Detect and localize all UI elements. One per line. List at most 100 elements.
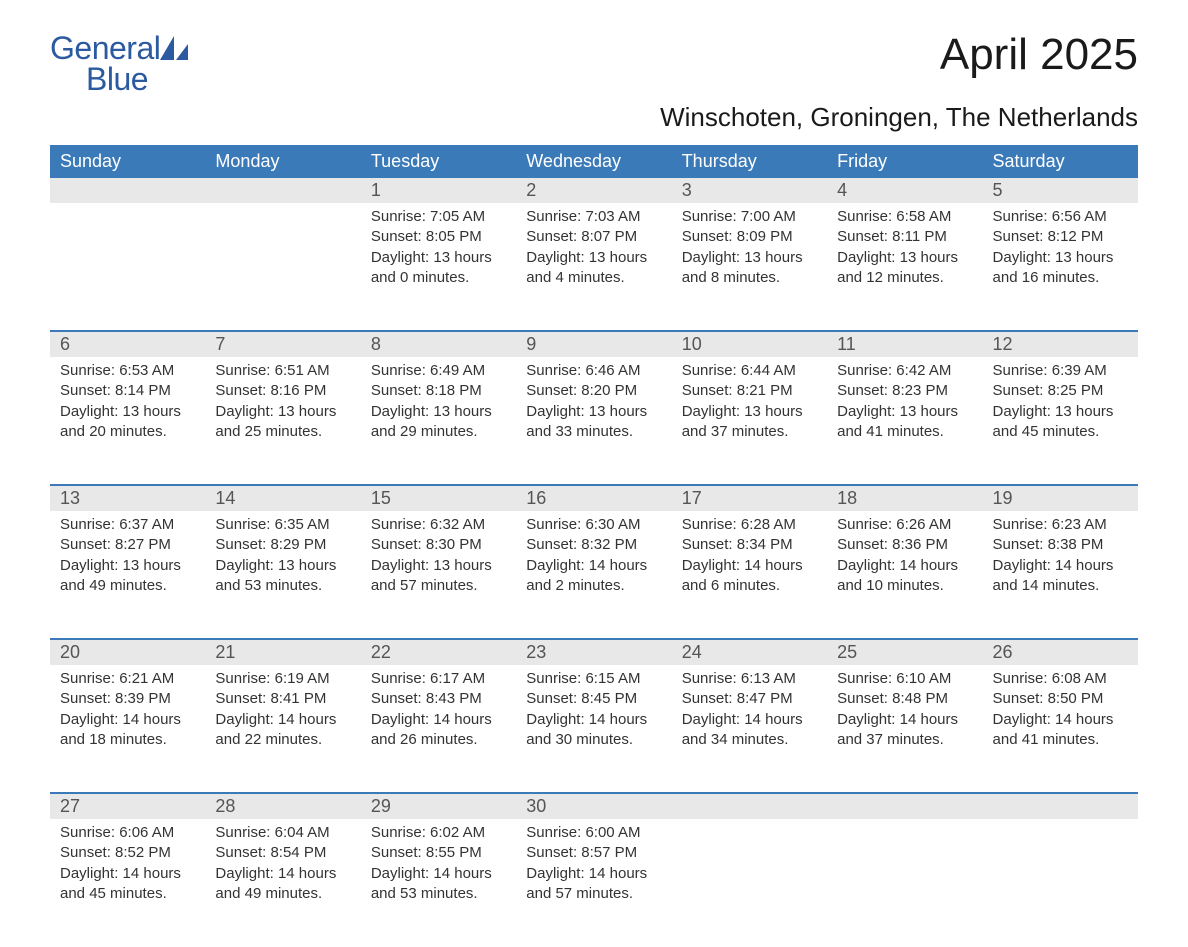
- sunset-line: Sunset: 8:55 PM: [371, 843, 506, 863]
- sunrise-line: Sunrise: 6:19 AM: [215, 669, 350, 689]
- day-cell: Sunrise: 6:26 AMSunset: 8:36 PMDaylight:…: [827, 511, 982, 639]
- sunset-line: Sunset: 8:11 PM: [837, 227, 972, 247]
- day-number-cell: 10: [672, 331, 827, 357]
- day-number: [50, 178, 205, 203]
- day-header: Tuesday: [361, 145, 516, 178]
- day-header: Thursday: [672, 145, 827, 178]
- day-number: 20: [50, 640, 205, 665]
- day-number: 12: [983, 332, 1138, 357]
- day-number: 25: [827, 640, 982, 665]
- sunrise-line: Sunrise: 6:51 AM: [215, 361, 350, 381]
- day-data: Sunrise: 6:23 AMSunset: 8:38 PMDaylight:…: [983, 511, 1138, 610]
- day-data: Sunrise: 6:32 AMSunset: 8:30 PMDaylight:…: [361, 511, 516, 610]
- daylight-line: Daylight: 13 hours and 0 minutes.: [371, 248, 506, 289]
- day-number-cell: 11: [827, 331, 982, 357]
- sunset-line: Sunset: 8:43 PM: [371, 689, 506, 709]
- sunset-line: Sunset: 8:18 PM: [371, 381, 506, 401]
- daylight-line: Daylight: 14 hours and 34 minutes.: [682, 710, 817, 751]
- sunrise-line: Sunrise: 6:30 AM: [526, 515, 661, 535]
- sunset-line: Sunset: 8:39 PM: [60, 689, 195, 709]
- day-number-cell: 14: [205, 485, 360, 511]
- week-data-row: Sunrise: 6:06 AMSunset: 8:52 PMDaylight:…: [50, 819, 1138, 947]
- sunset-line: Sunset: 8:45 PM: [526, 689, 661, 709]
- daylight-line: Daylight: 14 hours and 45 minutes.: [60, 864, 195, 905]
- day-number-cell: 13: [50, 485, 205, 511]
- sunset-line: Sunset: 8:57 PM: [526, 843, 661, 863]
- day-number: 11: [827, 332, 982, 357]
- day-header: Monday: [205, 145, 360, 178]
- day-number-cell: 17: [672, 485, 827, 511]
- day-cell: Sunrise: 6:10 AMSunset: 8:48 PMDaylight:…: [827, 665, 982, 793]
- sunset-line: Sunset: 8:48 PM: [837, 689, 972, 709]
- day-number-cell: 19: [983, 485, 1138, 511]
- daylight-line: Daylight: 14 hours and 26 minutes.: [371, 710, 506, 751]
- location-subtitle: Winschoten, Groningen, The Netherlands: [50, 102, 1138, 133]
- day-number-cell: [50, 178, 205, 203]
- sunrise-line: Sunrise: 6:53 AM: [60, 361, 195, 381]
- day-header: Sunday: [50, 145, 205, 178]
- day-number: 6: [50, 332, 205, 357]
- sunrise-line: Sunrise: 6:58 AM: [837, 207, 972, 227]
- day-data: Sunrise: 6:06 AMSunset: 8:52 PMDaylight:…: [50, 819, 205, 918]
- sunset-line: Sunset: 8:52 PM: [60, 843, 195, 863]
- day-cell: Sunrise: 6:37 AMSunset: 8:27 PMDaylight:…: [50, 511, 205, 639]
- day-cell: Sunrise: 6:42 AMSunset: 8:23 PMDaylight:…: [827, 357, 982, 485]
- day-cell: Sunrise: 6:02 AMSunset: 8:55 PMDaylight:…: [361, 819, 516, 947]
- day-cell: [983, 819, 1138, 947]
- day-header-row: SundayMondayTuesdayWednesdayThursdayFrid…: [50, 145, 1138, 178]
- day-number: 18: [827, 486, 982, 511]
- day-data: Sunrise: 6:49 AMSunset: 8:18 PMDaylight:…: [361, 357, 516, 456]
- daylight-line: Daylight: 13 hours and 4 minutes.: [526, 248, 661, 289]
- sunset-line: Sunset: 8:29 PM: [215, 535, 350, 555]
- day-header: Saturday: [983, 145, 1138, 178]
- sunset-line: Sunset: 8:05 PM: [371, 227, 506, 247]
- day-data: Sunrise: 6:13 AMSunset: 8:47 PMDaylight:…: [672, 665, 827, 764]
- day-number: 21: [205, 640, 360, 665]
- day-number: 3: [672, 178, 827, 203]
- sunrise-line: Sunrise: 6:06 AM: [60, 823, 195, 843]
- sunrise-line: Sunrise: 6:10 AM: [837, 669, 972, 689]
- sunset-line: Sunset: 8:30 PM: [371, 535, 506, 555]
- day-data: Sunrise: 6:53 AMSunset: 8:14 PMDaylight:…: [50, 357, 205, 456]
- daylight-line: Daylight: 13 hours and 8 minutes.: [682, 248, 817, 289]
- day-number-cell: 20: [50, 639, 205, 665]
- sunset-line: Sunset: 8:16 PM: [215, 381, 350, 401]
- sunset-line: Sunset: 8:34 PM: [682, 535, 817, 555]
- day-header: Friday: [827, 145, 982, 178]
- day-data: Sunrise: 6:08 AMSunset: 8:50 PMDaylight:…: [983, 665, 1138, 764]
- sunset-line: Sunset: 8:20 PM: [526, 381, 661, 401]
- daylight-line: Daylight: 13 hours and 37 minutes.: [682, 402, 817, 443]
- day-cell: Sunrise: 6:56 AMSunset: 8:12 PMDaylight:…: [983, 203, 1138, 331]
- day-number: 17: [672, 486, 827, 511]
- sunset-line: Sunset: 8:09 PM: [682, 227, 817, 247]
- day-number: [827, 794, 982, 819]
- week-daynum-row: 27282930: [50, 793, 1138, 819]
- day-data: Sunrise: 6:39 AMSunset: 8:25 PMDaylight:…: [983, 357, 1138, 456]
- day-number: 26: [983, 640, 1138, 665]
- day-number: 16: [516, 486, 671, 511]
- daylight-line: Daylight: 14 hours and 41 minutes.: [993, 710, 1128, 751]
- day-number: 19: [983, 486, 1138, 511]
- day-cell: [50, 203, 205, 331]
- sunset-line: Sunset: 8:25 PM: [993, 381, 1128, 401]
- page-title: April 2025: [940, 30, 1138, 80]
- week-daynum-row: 6789101112: [50, 331, 1138, 357]
- day-number: 27: [50, 794, 205, 819]
- day-cell: Sunrise: 6:19 AMSunset: 8:41 PMDaylight:…: [205, 665, 360, 793]
- daylight-line: Daylight: 13 hours and 33 minutes.: [526, 402, 661, 443]
- day-number: 13: [50, 486, 205, 511]
- sunset-line: Sunset: 8:54 PM: [215, 843, 350, 863]
- week-data-row: Sunrise: 6:53 AMSunset: 8:14 PMDaylight:…: [50, 357, 1138, 485]
- day-number-cell: 23: [516, 639, 671, 665]
- day-number-cell: 21: [205, 639, 360, 665]
- day-number-cell: 6: [50, 331, 205, 357]
- day-data: [983, 819, 1138, 837]
- day-number: 9: [516, 332, 671, 357]
- day-number-cell: 4: [827, 178, 982, 203]
- day-cell: Sunrise: 6:15 AMSunset: 8:45 PMDaylight:…: [516, 665, 671, 793]
- day-data: Sunrise: 7:00 AMSunset: 8:09 PMDaylight:…: [672, 203, 827, 302]
- day-number: 5: [983, 178, 1138, 203]
- daylight-line: Daylight: 13 hours and 29 minutes.: [371, 402, 506, 443]
- sunrise-line: Sunrise: 7:05 AM: [371, 207, 506, 227]
- day-data: Sunrise: 6:02 AMSunset: 8:55 PMDaylight:…: [361, 819, 516, 918]
